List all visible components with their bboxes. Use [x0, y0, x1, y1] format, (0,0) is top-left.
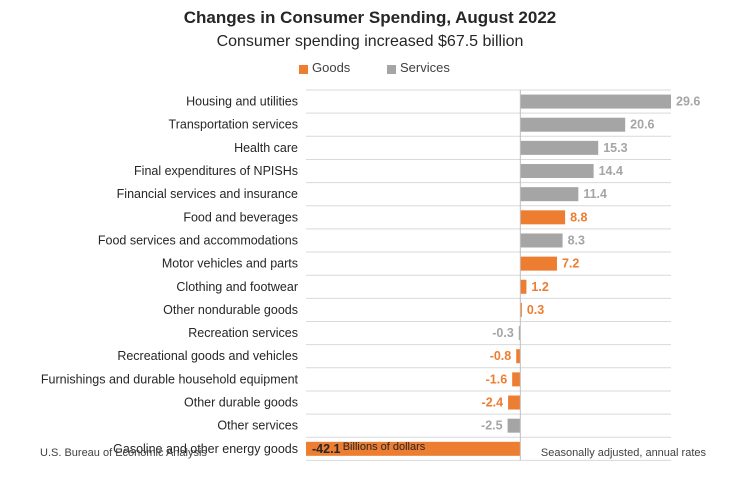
chart-subtitle: Consumer spending increased $67.5 billio…: [216, 33, 524, 50]
data-label: 0.3: [527, 303, 544, 317]
data-label: 1.2: [531, 280, 548, 294]
category-label: Health care: [234, 141, 298, 155]
bar-services: [520, 164, 594, 179]
legend-label-services: Services: [400, 60, 450, 75]
bar-services: [520, 117, 626, 132]
bar-goods: [508, 395, 521, 410]
category-label: Clothing and footwear: [176, 280, 298, 294]
bar-goods: [306, 441, 521, 456]
footer-note: Seasonally adjusted, annual rates: [540, 447, 706, 459]
legend-swatch-services: [387, 65, 396, 74]
category-label: Furnishings and durable household equipm…: [41, 372, 299, 386]
data-label: 8.8: [570, 210, 587, 224]
category-label: Financial services and insurance: [117, 187, 298, 201]
footer-source: U.S. Bureau of Economic Analysis: [40, 447, 207, 459]
data-label: -2.5: [481, 419, 503, 433]
category-label: Food and beverages: [183, 210, 298, 224]
bar-services: [507, 418, 521, 433]
data-label: 20.6: [630, 118, 654, 132]
bar-goods: [520, 210, 566, 225]
category-label: Other nondurable goods: [163, 303, 298, 317]
bar-goods: [516, 349, 521, 364]
bar-services: [520, 140, 599, 155]
category-label: Other durable goods: [184, 396, 298, 410]
category-label: Motor vehicles and parts: [162, 257, 298, 271]
category-label: Gasoline and other energy goods: [113, 442, 298, 456]
category-label: Other services: [217, 419, 298, 433]
data-label: 29.6: [676, 95, 700, 109]
x-axis-title: Billions of dollars: [343, 441, 426, 453]
category-label: Food services and accommodations: [98, 233, 298, 247]
bar-goods: [512, 372, 521, 387]
data-label: -0.8: [490, 349, 512, 363]
data-label: 7.2: [562, 257, 579, 271]
data-label: 14.4: [599, 164, 623, 178]
legend-label-goods: Goods: [312, 60, 351, 75]
bar-goods: [520, 279, 527, 294]
bar-services: [518, 326, 521, 341]
data-label: 11.4: [583, 187, 607, 201]
data-label: 15.3: [603, 141, 627, 155]
category-label: Transportation services: [169, 118, 298, 132]
category-label: Housing and utilities: [186, 95, 298, 109]
data-label: -2.4: [482, 396, 504, 410]
bar-services: [520, 187, 579, 202]
bar-services: [520, 94, 671, 109]
data-label: -42.1: [312, 442, 341, 456]
chart-title: Changes in Consumer Spending, August 202…: [183, 8, 557, 27]
data-label: -0.3: [492, 326, 514, 340]
bar-goods: [520, 256, 557, 271]
data-label: 8.3: [568, 233, 585, 247]
legend-swatch-goods: [299, 65, 308, 74]
category-label: Final expenditures of NPISHs: [134, 164, 298, 178]
chart-legend: Goods Services: [0, 59, 740, 79]
data-label: -1.6: [486, 372, 508, 386]
category-label: Recreational goods and vehicles: [117, 349, 298, 363]
bar-goods: [520, 302, 522, 317]
category-label: Recreation services: [188, 326, 298, 340]
bar-services: [520, 233, 563, 248]
